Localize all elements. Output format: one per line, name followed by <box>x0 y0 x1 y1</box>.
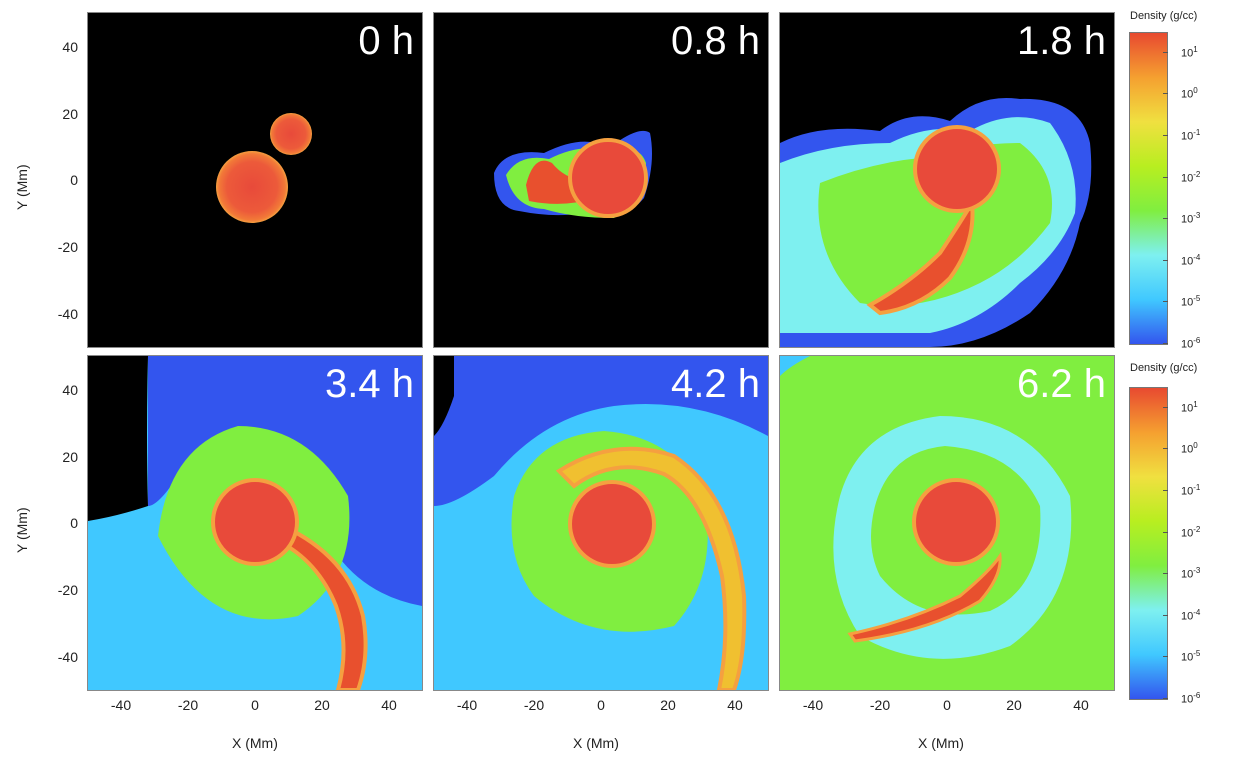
x-tick: -20 <box>869 697 891 713</box>
y-axis-label: Y (Mm) <box>14 164 30 210</box>
colorbar-tick-mark <box>1163 614 1168 616</box>
time-label: 1.8 h <box>1017 19 1106 63</box>
x-tick: 0 <box>597 697 605 713</box>
y-axis-label: Y (Mm) <box>14 507 30 553</box>
time-label: 0.8 h <box>671 19 760 63</box>
colorbar-tick-mark <box>1163 176 1168 178</box>
x-tick: 40 <box>381 697 397 713</box>
colorbar-tick-label: 10-6 <box>1181 691 1201 706</box>
x-tick: 40 <box>1073 697 1089 713</box>
accretor-star <box>211 478 299 566</box>
colorbar-tick-mark <box>1163 301 1168 303</box>
tidal-arm <box>555 446 747 690</box>
time-label: 4.2 h <box>671 362 760 406</box>
x-tick: 0 <box>251 697 259 713</box>
vacuum-region <box>88 356 148 521</box>
density-map-1.8h <box>780 97 1092 347</box>
x-tick: -40 <box>802 697 824 713</box>
x-tick: 20 <box>314 697 330 713</box>
colorbar-tick-mark <box>1163 448 1168 450</box>
outer-envelope <box>780 356 810 376</box>
colorbar-tick-label: 10-1 <box>1181 483 1201 498</box>
x-tick: -40 <box>456 697 478 713</box>
colorbar-tick-label: 10-4 <box>1181 252 1201 268</box>
panel-1.8h: 1.8 h <box>779 12 1115 348</box>
x-tick: 0 <box>943 697 951 713</box>
tidal-tail <box>847 551 1002 643</box>
accretor-star <box>568 480 656 568</box>
y-tick: 0 <box>70 172 78 188</box>
panel-4.2h: 4.2 h <box>433 355 769 691</box>
colorbar-tick-mark <box>1163 343 1168 344</box>
colorbar-tick-mark <box>1163 218 1168 220</box>
x-axis-label: X (Mm) <box>232 735 278 751</box>
x-tick: 20 <box>1006 697 1022 713</box>
panel-3.4h: 3.4 h <box>87 355 423 691</box>
density-map-3.4h <box>88 356 422 690</box>
colorbar-tick-label: 100 <box>1181 441 1198 457</box>
y-tick: 20 <box>62 449 78 465</box>
density-map-6.2h <box>780 356 1114 690</box>
colorbar-tick-mark <box>1163 259 1168 261</box>
x-axis-label: X (Mm) <box>918 735 964 751</box>
x-axis-label: X (Mm) <box>573 735 619 751</box>
colorbar-tick-label: 10-3 <box>1181 566 1201 581</box>
x-tick: -20 <box>177 697 199 713</box>
colorbar-tick-mark <box>1163 531 1168 533</box>
y-tick: -40 <box>57 306 78 322</box>
colorbar-tick-mark <box>1163 656 1168 658</box>
companion-star <box>270 113 312 155</box>
x-tick: 20 <box>660 697 676 713</box>
colorbar-tick-mark <box>1163 698 1168 699</box>
colorbar-tick-label: 10-5 <box>1181 294 1201 310</box>
accretor-star <box>912 478 1000 566</box>
time-label: 3.4 h <box>325 362 414 406</box>
outer-envelope <box>434 356 768 506</box>
y-tick: -20 <box>57 239 78 255</box>
vacuum-region <box>434 356 454 436</box>
y-tick: 40 <box>62 39 78 55</box>
time-label: 6.2 h <box>1017 362 1106 406</box>
y-tick: 0 <box>70 515 78 531</box>
colorbar-tick-mark <box>1163 135 1168 137</box>
colorbar-tick-mark <box>1163 51 1168 53</box>
y-tick: 20 <box>62 106 78 122</box>
colorbar-tick-mark <box>1163 573 1168 575</box>
primary-star <box>216 151 288 223</box>
colorbar-tick-label: 101 <box>1181 399 1198 415</box>
colorbar-tick-label: 100 <box>1181 86 1198 102</box>
accretor-star <box>913 125 1001 213</box>
outer-envelope <box>148 356 422 606</box>
density-map-0.8h <box>494 130 652 218</box>
colorbar-gradient <box>1129 387 1168 700</box>
colorbar-tick-mark <box>1163 406 1168 408</box>
colorbar-tick-label: 10-5 <box>1181 649 1201 665</box>
density-map-0h <box>216 113 312 223</box>
tidal-arm <box>275 523 368 690</box>
x-tick: 40 <box>727 697 743 713</box>
colorbar-tick-label: 10-2 <box>1181 169 1201 185</box>
colorbar-tick-label: 10-2 <box>1181 524 1201 540</box>
x-tick: -20 <box>523 697 545 713</box>
x-tick: -40 <box>110 697 132 713</box>
colorbar-tick-label: 10-6 <box>1181 336 1201 351</box>
colorbar-tick-label: 10-1 <box>1181 128 1201 143</box>
panel-6.2h: 6.2 h <box>779 355 1115 691</box>
y-tick: 40 <box>62 382 78 398</box>
colorbar-tick-label: 101 <box>1181 44 1198 60</box>
colorbar-tick-label: 10-3 <box>1181 211 1201 226</box>
colorbar-tick-mark <box>1163 93 1168 95</box>
panel-0.8h: 0.8 h <box>433 12 769 348</box>
colorbar-title: Density (g/cc) <box>1130 10 1198 22</box>
y-tick: -40 <box>57 649 78 665</box>
panel-0h: 0 h <box>87 12 423 348</box>
time-label: 0 h <box>358 19 414 63</box>
colorbar-title: Density (g/cc) <box>1130 362 1198 374</box>
density-map-4.2h <box>434 356 768 690</box>
colorbar-tick-label: 10-4 <box>1181 607 1201 623</box>
colorbar-tick-mark <box>1163 490 1168 492</box>
y-tick: -20 <box>57 582 78 598</box>
colorbar-gradient <box>1129 32 1168 345</box>
accretor-star <box>568 138 648 218</box>
